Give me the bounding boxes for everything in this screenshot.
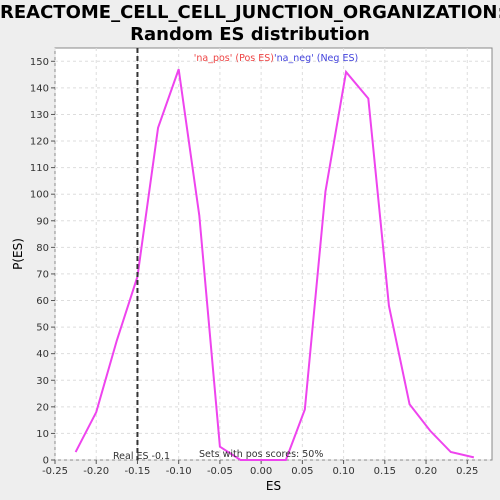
pos-es-label: 'na_pos' (Pos ES): [194, 53, 274, 64]
x-tick-label: -0.15: [125, 466, 151, 477]
y-tick-label: 100: [30, 190, 49, 201]
y-tick-label: 60: [36, 296, 49, 307]
y-tick-label: 130: [30, 110, 49, 121]
y-tick-label: 40: [36, 349, 49, 360]
x-tick-label: -0.10: [166, 466, 192, 477]
x-tick-label: 0.25: [456, 466, 478, 477]
x-tick-label: -0.05: [207, 466, 233, 477]
y-tick-label: 110: [30, 163, 49, 174]
plot-area: [54, 47, 493, 461]
y-tick-label: 0: [43, 456, 49, 467]
sets-with-pos-label: Sets with pos scores: 50%: [199, 449, 323, 460]
y-tick-label: 150: [30, 57, 49, 68]
y-tick-label: 10: [36, 429, 49, 440]
x-tick-label: 0.10: [332, 466, 354, 477]
chart-title-line-1: REACTOME_CELL_CELL_JUNCTION_ORGANIZATION…: [0, 2, 500, 23]
x-axis: -0.25 -0.20 -0.15 -0.10 -0.05 0.00 0.05 0.10 0.1…: [42, 460, 478, 477]
y-tick-label: 20: [36, 402, 49, 413]
y-axis-label: P(ES): [11, 238, 25, 270]
grid: [54, 48, 492, 461]
x-tick-label: 0.00: [250, 466, 272, 477]
chart-title: REACTOME_CELL_CELL_JUNCTION_ORGANIZATION…: [0, 2, 500, 46]
chart-title-line-2: Random ES distribution: [130, 24, 370, 45]
y-tick-label: 120: [30, 137, 49, 148]
x-tick-label: -0.20: [83, 466, 109, 477]
neg-es-label: 'na_neg' (Neg ES): [274, 53, 358, 64]
series-line: [74, 68, 475, 461]
y-axis: 0 10 20 30 40 50 60 70 80 90 100 110 120 130 140 150: [30, 57, 55, 467]
y-tick-label: 70: [36, 269, 49, 280]
y-tick-label: 80: [36, 243, 49, 254]
x-tick-label: 0.05: [291, 466, 313, 477]
x-tick-label: 0.15: [374, 466, 396, 477]
x-tick-label: -0.25: [42, 466, 68, 477]
y-tick-label: 90: [36, 216, 49, 227]
y-tick-label: 50: [36, 323, 49, 334]
y-tick-label: 140: [30, 83, 49, 94]
real-es-label: Real ES -0.1: [113, 451, 170, 462]
x-axis-label: ES: [266, 479, 281, 493]
y-tick-label: 30: [36, 376, 49, 387]
x-tick-label: 0.20: [415, 466, 437, 477]
